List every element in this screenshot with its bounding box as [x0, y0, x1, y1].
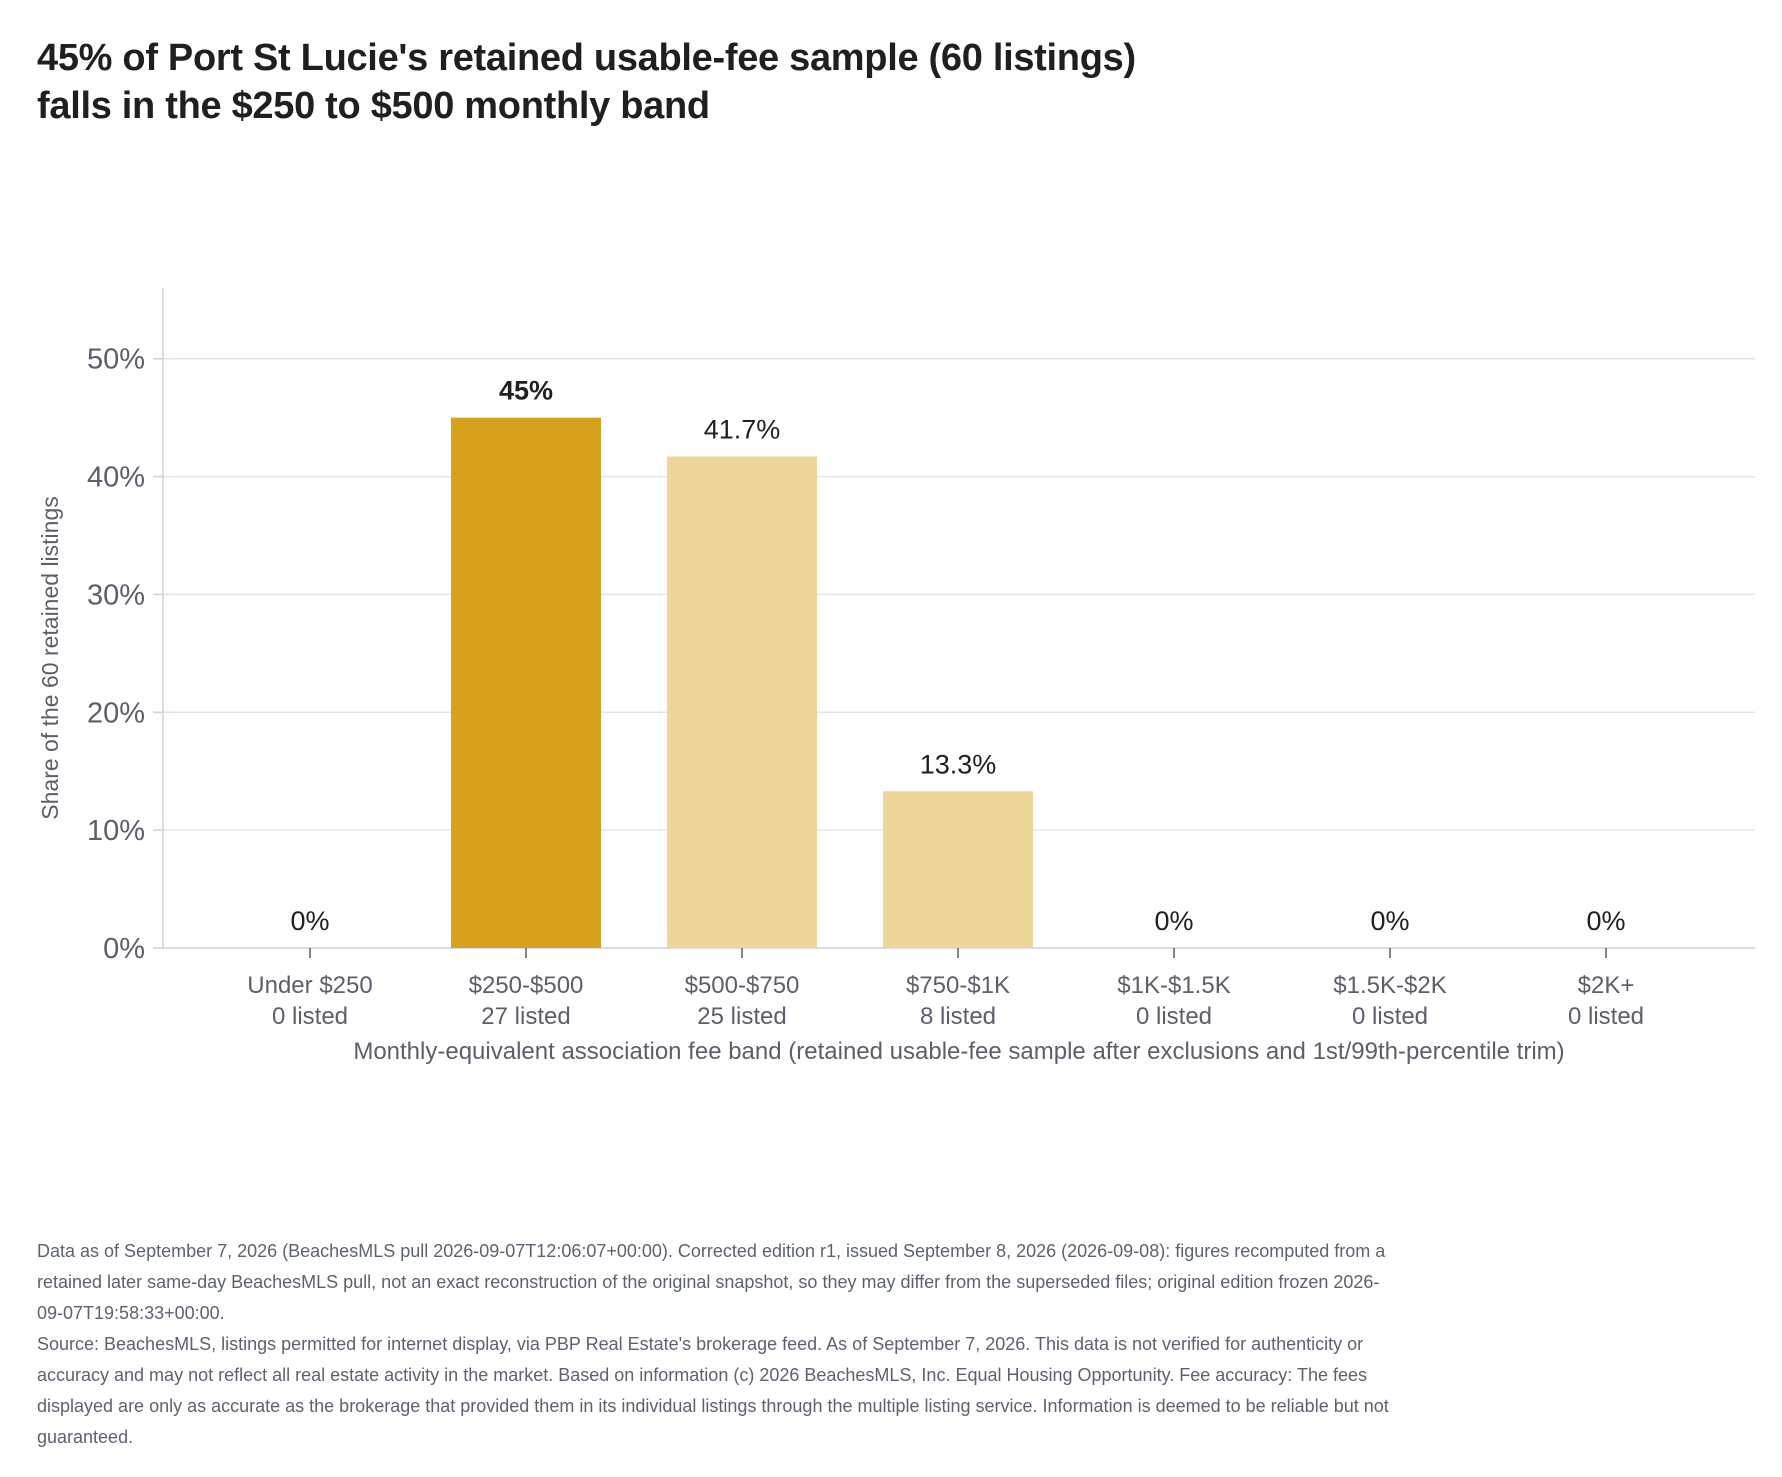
- y-axis-label: Share of the 60 retained listings: [37, 496, 63, 819]
- bar-value-label: 0%: [1370, 906, 1409, 936]
- x-tick-label: Under $250: [247, 972, 372, 999]
- y-tick-label: 0%: [103, 933, 145, 965]
- x-tick-sublabel: 27 listed: [481, 1003, 570, 1030]
- bar-value-label: 0%: [1586, 906, 1625, 936]
- x-tick-sublabel: 0 listed: [1136, 1003, 1212, 1030]
- y-tick-label: 20%: [87, 697, 145, 729]
- y-tick-label: 30%: [87, 579, 145, 611]
- footnotes: Data as of September 7, 2026 (BeachesMLS…: [37, 1236, 1397, 1453]
- x-tick-label: $750-$1K: [906, 972, 1010, 999]
- bar-value-label: 0%: [290, 906, 329, 936]
- x-tick-sublabel: 0 listed: [1352, 1003, 1428, 1030]
- bar-2: [451, 417, 601, 949]
- y-tick-label: 10%: [87, 815, 145, 847]
- y-tick-label: 50%: [87, 344, 145, 376]
- bar-4: [883, 791, 1033, 948]
- x-tick-sublabel: 8 listed: [920, 1003, 996, 1030]
- data-note: Data as of September 7, 2026 (BeachesMLS…: [37, 1241, 1386, 1323]
- source-note: Source: BeachesMLS, listings permitted f…: [37, 1334, 1389, 1447]
- x-tick-sublabel: 0 listed: [272, 1003, 348, 1030]
- bar-value-label: 0%: [1154, 906, 1193, 936]
- x-axis-label: Monthly-equivalent association fee band …: [353, 1038, 1564, 1065]
- bar-chart: 0% 10% 20% 30% 40% 50% Share of the 60 retaine…: [37, 288, 1755, 1065]
- x-tick-sublabel: 25 listed: [697, 1003, 786, 1030]
- x-tick-label: $250-$500: [469, 972, 584, 999]
- chart-title-line-1: 45% of Port St Lucie's retained usable-f…: [37, 37, 1136, 79]
- x-tick-label: $500-$750: [685, 972, 800, 999]
- chart-title-line-2: falls in the $250 to $500 monthly band: [37, 85, 710, 127]
- bar-value-label: 41.7%: [704, 415, 781, 445]
- x-tick-label: $2K+: [1578, 972, 1635, 999]
- bar-3: [667, 456, 817, 948]
- x-tick-label: $1.5K-$2K: [1333, 972, 1446, 999]
- x-tick-sublabel: 0 listed: [1568, 1003, 1644, 1030]
- bar-value-label: 45%: [499, 376, 553, 406]
- bar-value-label: 13.3%: [920, 749, 997, 779]
- y-tick-label: 40%: [87, 462, 145, 494]
- chart-title: 45% of Port St Lucie's retained usable-f…: [37, 34, 1537, 130]
- x-tick-label: $1K-$1.5K: [1117, 972, 1230, 999]
